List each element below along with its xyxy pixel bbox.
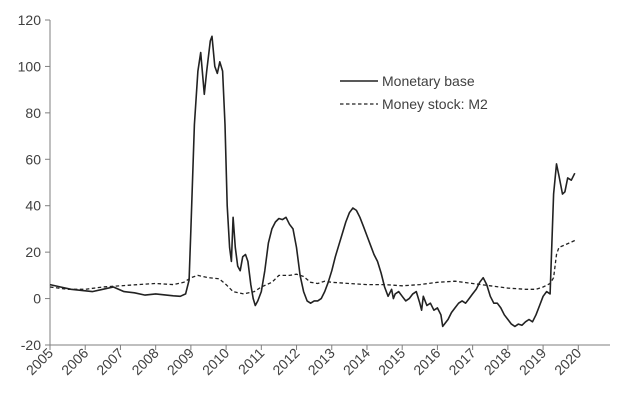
y-tick-label: 40	[25, 198, 41, 214]
y-tick-label: 20	[25, 244, 41, 260]
x-tick-label: 2008	[128, 345, 161, 378]
x-tick-label: 2019	[516, 345, 549, 378]
x-tick-label: 2016	[410, 345, 443, 378]
y-tick-label: 120	[18, 12, 42, 28]
x-tick-label: 2013	[305, 345, 338, 378]
x-tick-label: 2006	[58, 345, 91, 378]
legend: Monetary base Money stock: M2	[340, 73, 488, 112]
x-tick-label: 2011	[235, 345, 268, 378]
y-tick-label: 0	[33, 291, 41, 307]
series-line-monetary-base	[49, 35, 576, 328]
x-tick-label: 2020	[551, 345, 584, 378]
axes	[49, 20, 610, 346]
x-tick-label: 2017	[445, 345, 478, 378]
x-tick-label: 2014	[340, 345, 373, 378]
y-tick-label: 100	[18, 58, 42, 74]
x-tick-label: 2009	[164, 345, 197, 378]
series-line-m2	[49, 239, 576, 295]
y-tick-label: 80	[25, 105, 41, 121]
legend-label: Monetary base	[382, 73, 475, 89]
x-axis-ticks: 2005 2006 2007 2008 2009 2010 2011 2012 2013 2014…	[23, 345, 585, 378]
series-lines	[49, 35, 576, 328]
y-tick-label: 60	[25, 151, 41, 167]
x-tick-label: 2007	[93, 345, 126, 378]
x-tick-label: 2018	[481, 345, 514, 378]
y-axis-ticks: -20 0 20 40 60 80 100 120	[18, 12, 50, 353]
x-tick-label: 2012	[269, 345, 302, 378]
x-tick-label: 2010	[199, 345, 232, 378]
y-tick-label: -20	[21, 337, 41, 353]
x-tick-label: 2015	[375, 345, 408, 378]
legend-label: Money stock: M2	[382, 96, 488, 112]
